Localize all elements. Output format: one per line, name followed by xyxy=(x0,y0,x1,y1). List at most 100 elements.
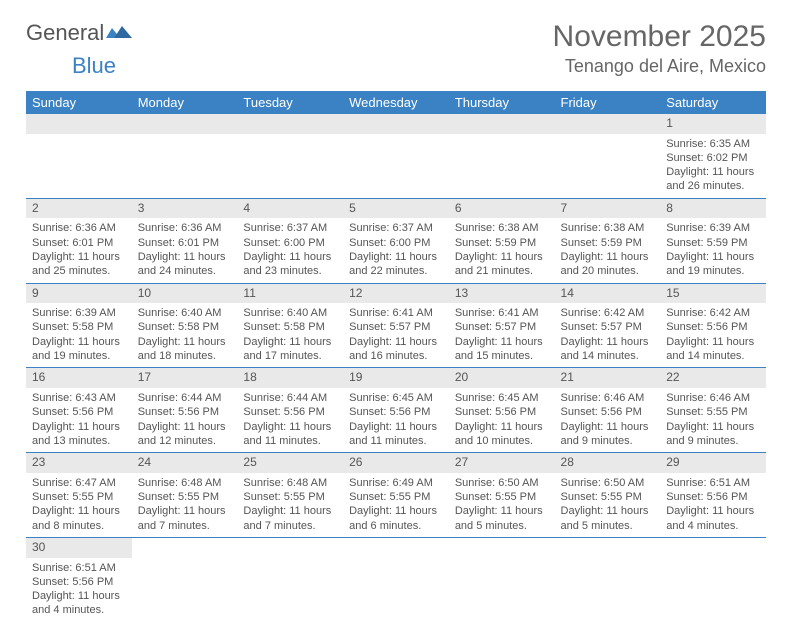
daylight-line: Daylight: 11 hours and 7 minutes. xyxy=(243,505,331,531)
weekday-header: Monday xyxy=(132,91,238,114)
day-cell: Sunrise: 6:38 AMSunset: 5:59 PMDaylight:… xyxy=(449,218,555,283)
daylight-line: Daylight: 11 hours and 7 minutes. xyxy=(138,505,226,531)
sunset-line: Sunset: 5:58 PM xyxy=(32,321,113,333)
day-cell xyxy=(237,558,343,622)
content-row: Sunrise: 6:35 AMSunset: 6:02 PMDaylight:… xyxy=(26,134,766,199)
day-number: 10 xyxy=(132,283,238,303)
sunset-line: Sunset: 5:56 PM xyxy=(666,321,747,333)
day-cell: Sunrise: 6:36 AMSunset: 6:01 PMDaylight:… xyxy=(132,218,238,283)
day-number: 18 xyxy=(237,368,343,388)
sunrise-line: Sunrise: 6:41 AM xyxy=(455,307,539,319)
sunrise-line: Sunrise: 6:50 AM xyxy=(561,477,645,489)
day-cell xyxy=(660,558,766,622)
daylight-line: Daylight: 11 hours and 19 minutes. xyxy=(666,251,754,277)
day-cell xyxy=(555,134,661,199)
daylight-line: Daylight: 11 hours and 22 minutes. xyxy=(349,251,437,277)
weekday-header: Wednesday xyxy=(343,91,449,114)
sunrise-line: Sunrise: 6:46 AM xyxy=(561,392,645,404)
sunrise-line: Sunrise: 6:38 AM xyxy=(455,222,539,234)
day-cell: Sunrise: 6:41 AM Sunset: 5:57 PM Daylight:… xyxy=(449,303,555,368)
day-number: 1 xyxy=(660,114,766,134)
sunset-line: Sunset: 5:55 PM xyxy=(666,406,747,418)
day-cell: Sunrise: 6:46 AMSunset: 5:55 PMDaylight:… xyxy=(660,388,766,453)
sunset-line: Sunset: 5:57 PM xyxy=(561,321,642,333)
day-cell xyxy=(237,134,343,199)
day-cell: Sunrise: 6:45 AMSunset: 5:56 PMDaylight:… xyxy=(343,388,449,453)
content-row: Sunrise: 6:43 AM Sunset: 5:56 PM Daylight:… xyxy=(26,388,766,453)
month-title: November 2025 xyxy=(553,20,766,54)
day-cell: Sunrise: 6:37 AMSunset: 6:00 PMDaylight:… xyxy=(343,218,449,283)
sunset-line: Sunset: 5:59 PM xyxy=(666,237,747,249)
daylight-line: Daylight: 11 hours and 21 minutes. xyxy=(455,251,543,277)
sunset-line: Sunset: 5:56 PM xyxy=(243,406,324,418)
day-cell: Sunrise: 6:42 AMSunset: 5:57 PMDaylight:… xyxy=(555,303,661,368)
sunrise-line: Sunrise: 6:36 AM xyxy=(32,222,116,234)
daylight-line: Daylight: 11 hours and 11 minutes. xyxy=(349,421,437,447)
day-cell: Sunrise: 6:51 AMSunset: 5:56 PMDaylight:… xyxy=(26,558,132,622)
daylight-line: Daylight: 11 hours and 14 minutes. xyxy=(666,336,754,362)
day-number xyxy=(555,114,661,134)
weekday-header: Tuesday xyxy=(237,91,343,114)
sunset-line: Sunset: 5:55 PM xyxy=(561,491,642,503)
sunrise-line: Sunrise: 6:35 AM xyxy=(666,138,750,150)
daylight-line: Daylight: 11 hours and 12 minutes. xyxy=(138,421,226,447)
day-cell: Sunrise: 6:45 AMSunset: 5:56 PMDaylight:… xyxy=(449,388,555,453)
day-number xyxy=(237,114,343,134)
weekday-header: Sunday xyxy=(26,91,132,114)
logo: General xyxy=(26,20,132,46)
location: Tenango del Aire, Mexico xyxy=(553,56,766,77)
day-number: 16 xyxy=(26,368,132,388)
daylight-line: Daylight: 11 hours and 15 minutes. xyxy=(455,336,543,362)
day-number: 2 xyxy=(26,198,132,218)
day-cell: Sunrise: 6:36 AMSunset: 6:01 PMDaylight:… xyxy=(26,218,132,283)
sunrise-line: Sunrise: 6:49 AM xyxy=(349,477,433,489)
sunrise-line: Sunrise: 6:42 AM xyxy=(666,307,750,319)
sunrise-line: Sunrise: 6:48 AM xyxy=(243,477,327,489)
daylight-line: Daylight: 11 hours and 11 minutes. xyxy=(243,421,331,447)
day-number: 24 xyxy=(132,453,238,473)
day-number: 12 xyxy=(343,283,449,303)
day-number xyxy=(237,537,343,557)
sunrise-line: Sunrise: 6:39 AM xyxy=(666,222,750,234)
sunset-line: Sunset: 5:56 PM xyxy=(32,576,113,588)
daylight-line: Daylight: 11 hours and 25 minutes. xyxy=(32,251,120,277)
day-number xyxy=(555,537,661,557)
day-number: 25 xyxy=(237,453,343,473)
sunset-line: Sunset: 5:55 PM xyxy=(243,491,324,503)
day-cell xyxy=(26,134,132,199)
sunrise-line: Sunrise: 6:44 AM xyxy=(138,392,222,404)
sunset-line: Sunset: 6:01 PM xyxy=(138,237,219,249)
day-number: 17 xyxy=(132,368,238,388)
sunset-line: Sunset: 5:56 PM xyxy=(455,406,536,418)
daylight-line: Daylight: 11 hours and 6 minutes. xyxy=(349,505,437,531)
sunrise-line: Sunrise: 6:48 AM xyxy=(138,477,222,489)
sunrise-line: Sunrise: 6:46 AM xyxy=(666,392,750,404)
sunrise-line: Sunrise: 6:51 AM xyxy=(666,477,750,489)
sunset-line: Sunset: 5:58 PM xyxy=(138,321,219,333)
sunset-line: Sunset: 5:56 PM xyxy=(666,491,747,503)
sunrise-line: Sunrise: 6:43 AM xyxy=(32,392,116,404)
day-number: 6 xyxy=(449,198,555,218)
sunrise-line: Sunrise: 6:40 AM xyxy=(138,307,222,319)
day-number: 7 xyxy=(555,198,661,218)
day-cell: Sunrise: 6:48 AM Sunset: 5:55 PM Daylight:… xyxy=(237,473,343,538)
sunrise-line: Sunrise: 6:38 AM xyxy=(561,222,645,234)
day-number xyxy=(132,114,238,134)
day-number: 14 xyxy=(555,283,661,303)
day-number xyxy=(343,114,449,134)
day-number: 19 xyxy=(343,368,449,388)
sunset-line: Sunset: 5:57 PM xyxy=(455,321,536,333)
sunset-line: Sunset: 5:56 PM xyxy=(138,406,219,418)
day-cell: Sunrise: 6:46 AMSunset: 5:56 PMDaylight:… xyxy=(555,388,661,453)
daylight-line: Daylight: 11 hours and 26 minutes. xyxy=(666,166,754,192)
sunrise-line: Sunrise: 6:44 AM xyxy=(243,392,327,404)
day-number: 23 xyxy=(26,453,132,473)
day-number: 13 xyxy=(449,283,555,303)
daylight-line: Daylight: 11 hours and 4 minutes. xyxy=(32,590,120,616)
daylight-line: Daylight: 11 hours and 17 minutes. xyxy=(243,336,331,362)
day-cell xyxy=(555,558,661,622)
day-number: 9 xyxy=(26,283,132,303)
day-cell xyxy=(449,134,555,199)
day-cell: Sunrise: 6:37 AMSunset: 6:00 PMDaylight:… xyxy=(237,218,343,283)
weekday-header-row: Sunday Monday Tuesday Wednesday Thursday… xyxy=(26,91,766,114)
